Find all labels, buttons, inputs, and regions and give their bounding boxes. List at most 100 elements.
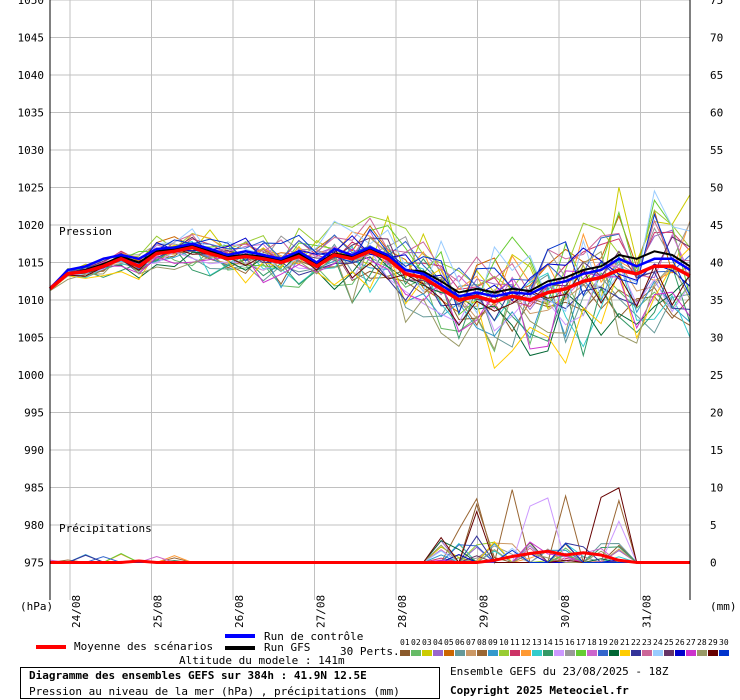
left-tick-label: 1025 xyxy=(18,182,45,195)
mean-pressure-line xyxy=(48,245,691,304)
pert-pressure-line xyxy=(49,243,691,348)
right-tick-label: 10 xyxy=(710,482,723,495)
altitude-label: Altitude du modele : 141m xyxy=(179,654,345,667)
pert-number: 14 xyxy=(543,638,553,647)
pert-number: 07 xyxy=(466,638,476,647)
left-axis-ticks: 1050 1045 1040 1035 1030 1025 1020 1015 1010 1005… xyxy=(18,0,45,570)
pert-number: 13 xyxy=(532,638,542,647)
left-tick-label: 995 xyxy=(24,407,44,420)
pert-pressure-line xyxy=(49,209,691,307)
pert-color-swatch xyxy=(477,650,487,656)
legend-mean-label: Moyenne des scénarios xyxy=(74,640,214,653)
x-tick-label: 28/08 xyxy=(396,595,409,628)
right-tick-label: 5 xyxy=(710,519,717,532)
legend-mean-swatch xyxy=(36,645,66,649)
pert-color-swatch xyxy=(521,650,531,656)
legend-gfs-label: Run GFS xyxy=(264,641,311,654)
right-tick-label: 55 xyxy=(710,144,723,157)
pert-number: 08 xyxy=(477,638,487,647)
pert-number: 10 xyxy=(499,638,509,647)
x-tick-label: 24/08 xyxy=(70,595,83,628)
left-tick-label: 1015 xyxy=(18,257,45,270)
pert-number: 01 xyxy=(400,638,410,647)
right-tick-label: 65 xyxy=(710,69,723,82)
pert-pressure-line xyxy=(49,189,691,314)
pert-color-swatch xyxy=(532,650,542,656)
gfs-pressure-line xyxy=(49,244,691,294)
control-pressure-line xyxy=(49,242,691,298)
info-title: Diagramme des ensembles GEFS sur 384h : … xyxy=(29,669,367,682)
pert-color-swatch xyxy=(433,650,443,656)
run-info: Ensemble GEFS du 23/08/2025 - 18Z xyxy=(450,665,669,678)
left-tick-label: 1035 xyxy=(18,107,45,120)
info-subtitle: Pression au niveau de la mer (hPa) , pré… xyxy=(29,685,400,698)
pert-color-swatch xyxy=(642,650,652,656)
x-tick-label: 26/08 xyxy=(233,595,246,628)
legend-control-swatch xyxy=(225,634,255,638)
pert-color-swatch xyxy=(664,650,674,656)
pert-color-swatch xyxy=(686,650,696,656)
pert-pressure-line xyxy=(49,235,691,302)
right-tick-label: 25 xyxy=(710,369,723,382)
pert-color-swatch xyxy=(444,650,454,656)
legend-gfs-swatch xyxy=(225,646,255,650)
pert-number: 25 xyxy=(664,638,674,647)
copyright: Copyright 2025 Meteociel.fr xyxy=(450,684,629,697)
pert-color-swatch xyxy=(653,650,663,656)
pert-color-swatch xyxy=(697,650,707,656)
pert-number: 02 xyxy=(411,638,421,647)
left-tick-label: 1040 xyxy=(18,69,45,82)
left-tick-label: 1000 xyxy=(18,369,45,382)
pert-color-swatch xyxy=(422,650,432,656)
pert-pressure-line xyxy=(49,244,691,358)
right-tick-label: 20 xyxy=(710,407,723,420)
pert-number: 21 xyxy=(620,638,630,647)
left-tick-label: 980 xyxy=(24,519,44,532)
pert-color-swatch xyxy=(411,650,421,656)
right-tick-label: 70 xyxy=(710,32,723,45)
x-axis-ticks: 24/08 25/08 26/08 27/08 28/08 29/08 30/08 31/08 xyxy=(70,595,654,628)
legend-perts-label: 30 Perts. xyxy=(340,645,400,658)
left-tick-label: 1005 xyxy=(18,332,45,345)
pert-color-swatch xyxy=(510,650,520,656)
pert-color-swatch xyxy=(576,650,586,656)
pert-color-swatch xyxy=(587,650,597,656)
left-axis-unit: (hPa) xyxy=(20,600,53,613)
x-tick-label: 27/08 xyxy=(315,595,328,628)
series-layer xyxy=(48,187,691,565)
pert-color-swatch xyxy=(620,650,630,656)
pert-color-swatch xyxy=(598,650,608,656)
right-tick-label: 15 xyxy=(710,444,723,457)
pert-number: 26 xyxy=(675,638,685,647)
mean-precip-line xyxy=(50,549,690,564)
pert-number: 22 xyxy=(631,638,641,647)
left-tick-label: 1020 xyxy=(18,219,45,232)
pert-number: 17 xyxy=(576,638,586,647)
pert-number: 12 xyxy=(521,638,531,647)
right-axis-unit: (mm) xyxy=(710,600,737,613)
info-box: Diagramme des ensembles GEFS sur 384h : … xyxy=(20,667,440,699)
right-tick-label: 50 xyxy=(710,182,723,195)
pert-color-swatch xyxy=(543,650,553,656)
pert-number: 30 xyxy=(719,638,729,647)
pert-color-swatch xyxy=(455,650,465,656)
pert-number: 24 xyxy=(653,638,663,647)
left-tick-label: 1050 xyxy=(18,0,45,7)
x-tick-label: 31/08 xyxy=(641,595,654,628)
pert-color-swatch xyxy=(631,650,641,656)
pert-color-swatch xyxy=(708,650,718,656)
pert-number: 11 xyxy=(510,638,520,647)
pert-number: 15 xyxy=(554,638,564,647)
pert-color-swatch xyxy=(609,650,619,656)
left-tick-label: 1045 xyxy=(18,32,45,45)
x-tick-label: 30/08 xyxy=(559,595,572,628)
pert-color-swatch xyxy=(466,650,476,656)
precip-series-label: Précipitations xyxy=(59,522,152,535)
right-tick-label: 60 xyxy=(710,107,723,120)
pert-number: 05 xyxy=(444,638,454,647)
pert-number: 16 xyxy=(565,638,575,647)
pert-number: 29 xyxy=(708,638,718,647)
pert-pressure-line xyxy=(49,230,691,310)
ensemble-chart: 1050104510401035103010251020101510101005… xyxy=(18,0,737,628)
x-tick-label: 29/08 xyxy=(478,595,491,628)
